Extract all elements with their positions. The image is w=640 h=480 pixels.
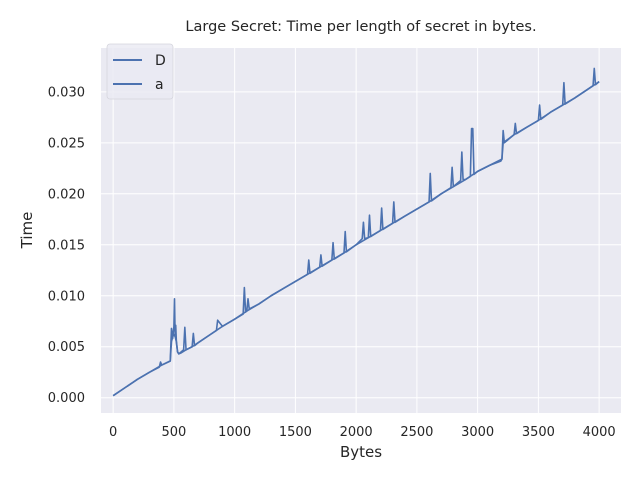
y-tick-label: 0.005 [48, 340, 85, 355]
y-tick-label: 0.030 [48, 85, 85, 100]
y-tick-labels: 0.000 0.005 0.010 0.015 0.020 0.025 0.030 [48, 85, 85, 406]
x-tick-label: 1500 [279, 425, 312, 440]
x-tick-label: 3500 [522, 425, 555, 440]
y-tick-label: 0.025 [48, 136, 85, 151]
chart-title: Large Secret: Time per length of secret … [185, 19, 536, 35]
x-tick-label: 2500 [400, 425, 433, 440]
y-axis-label: Time [18, 212, 36, 250]
series-lines [112, 67, 600, 397]
y-tick-label: 0.020 [48, 187, 85, 202]
legend-label-d: D [155, 53, 166, 69]
plot-background [101, 48, 621, 413]
x-tick-label: 2000 [340, 425, 373, 440]
legend: D a [106, 43, 174, 100]
legend-label-a: a [155, 77, 164, 93]
y-tick-label: 0.015 [48, 238, 85, 253]
x-tick-label: 1000 [218, 425, 251, 440]
x-tick-label: 4000 [583, 425, 616, 440]
y-tick-label: 0.000 [48, 391, 85, 406]
legend-box [106, 43, 174, 100]
x-tick-labels: 0 500 1000 1500 2000 2500 3000 3500 4000 [109, 425, 616, 440]
series-line-a [112, 67, 600, 397]
x-axis-label: Bytes [340, 443, 382, 461]
x-tick-label: 0 [109, 425, 117, 440]
x-tick-label: 3000 [461, 425, 494, 440]
x-tick-label: 500 [161, 425, 186, 440]
y-tick-label: 0.010 [48, 289, 85, 304]
grid-lines [101, 48, 621, 413]
